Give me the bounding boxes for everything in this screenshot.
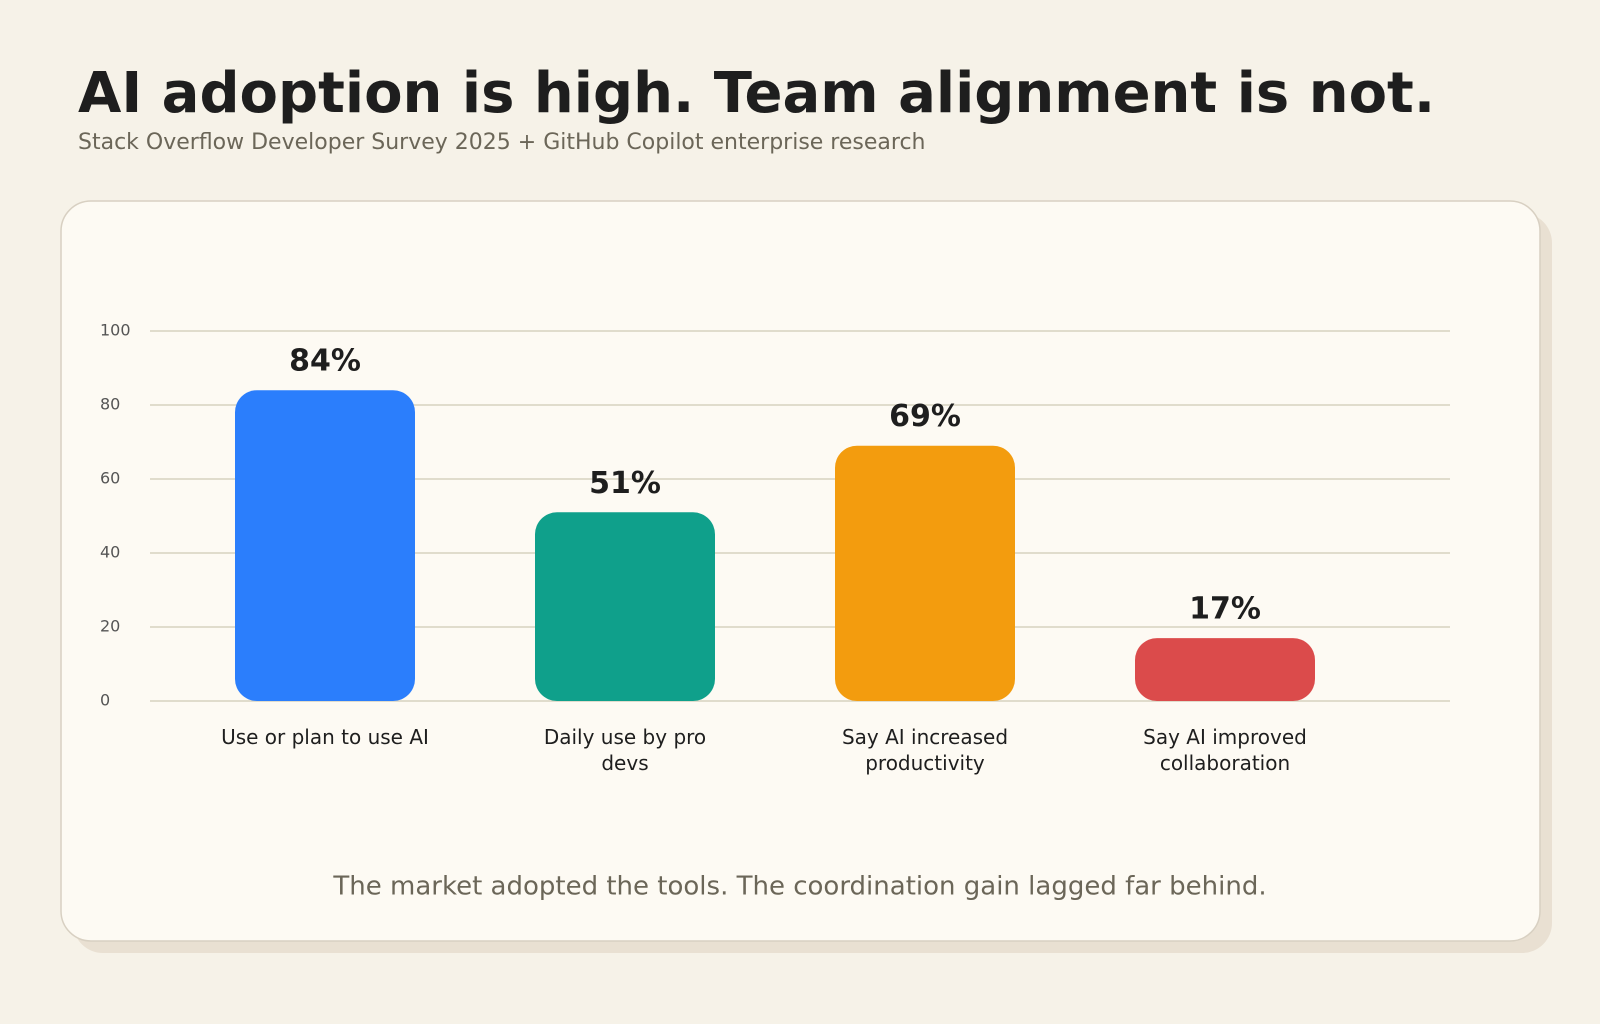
x-tick-label: Say AI increased productivity <box>841 725 1009 775</box>
value-label: 17% <box>1189 592 1261 627</box>
y-tick-label: 80 <box>100 395 120 414</box>
x-tick-label: Daily use by pro devs <box>543 725 707 775</box>
bar <box>535 512 715 701</box>
card <box>60 200 1541 942</box>
value-label: 69% <box>889 399 961 434</box>
y-tick-label: 60 <box>100 469 120 488</box>
x-tick-label: Say AI improved collaboration <box>1143 725 1307 775</box>
x-tick-label-box: Say AI increased productivity <box>841 725 1009 775</box>
bar <box>235 390 415 701</box>
y-tick-label: 100 <box>100 321 131 340</box>
x-tick-label-box: Say AI improved collaboration <box>1143 725 1307 775</box>
x-tick-label: Use or plan to use AI <box>221 725 429 749</box>
bar <box>835 445 1015 701</box>
caption: The market adopted the tools. The coordi… <box>332 872 1266 902</box>
bar <box>1135 638 1315 701</box>
chart-title: AI adoption is high. Team alignment is n… <box>78 61 1435 126</box>
y-tick-label: 20 <box>100 617 120 636</box>
chart-subtitle: Stack Overflow Developer Survey 2025 + G… <box>78 130 925 155</box>
y-tick-label: 40 <box>100 543 120 562</box>
x-tick-label-box: Use or plan to use AI <box>221 725 429 749</box>
value-label: 51% <box>589 466 661 501</box>
x-tick-label-box: Daily use by pro devs <box>543 725 707 775</box>
y-tick-label: 0 <box>100 691 110 710</box>
value-label: 84% <box>289 344 361 379</box>
